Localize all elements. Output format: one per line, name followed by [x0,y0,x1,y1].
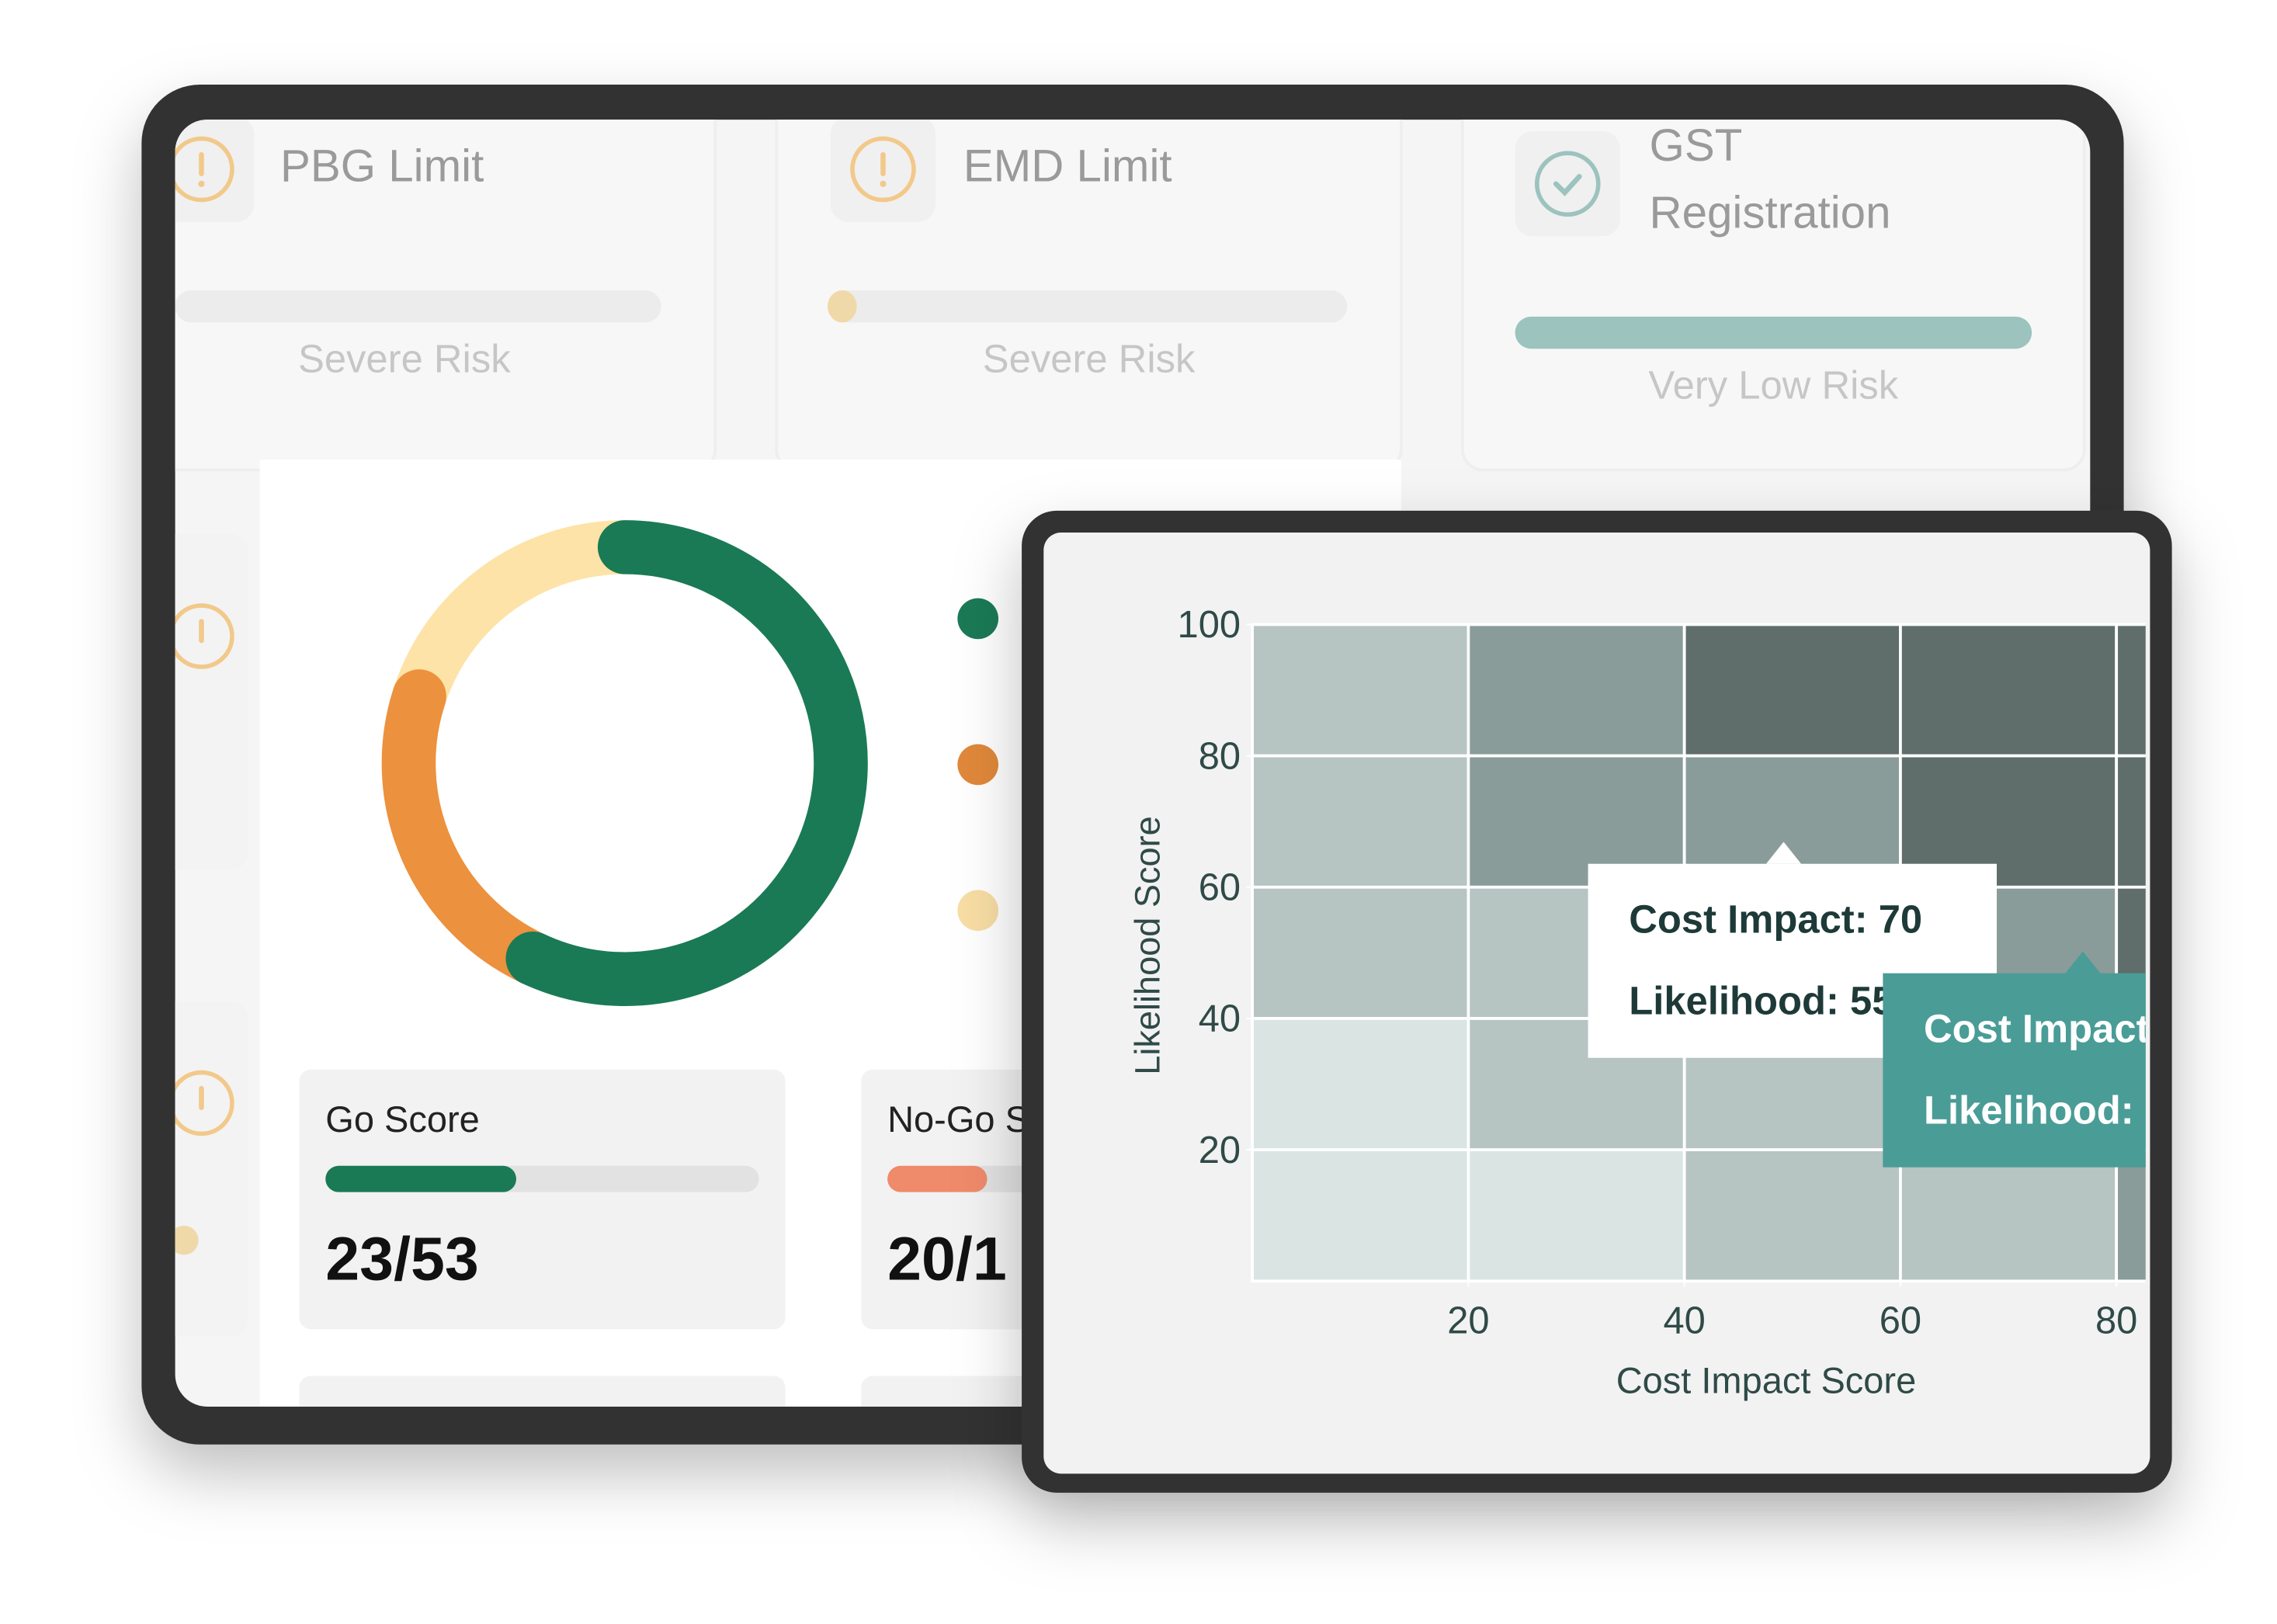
heatmap-cell [1251,1017,1470,1152]
tooltip-arrow [2065,951,2101,973]
side-icon [175,603,234,669]
donut-segment [381,669,561,986]
side-icon [175,1070,234,1136]
status-icon [175,136,234,203]
x-tick-label: 60 [1880,1300,1921,1342]
tooltip-line: Cost Impact [1924,1006,2150,1050]
status-icon [850,136,916,203]
progress-track [828,290,1348,323]
progress-fill [828,290,857,323]
progress-fill [1515,316,2032,349]
y-tick-label: 20 [1199,1130,1241,1171]
icon-box [1515,131,1620,237]
progress-track [175,290,661,323]
status-icon [1534,151,1601,217]
heatmap-cell [1467,623,1686,758]
tooltip [1883,973,2146,1168]
score-label: Go Score [325,1098,479,1140]
score-card [299,1376,786,1407]
score-value: 23/53 [325,1225,479,1293]
y-axis-label: Likelihood Score [1127,816,1167,1074]
exclamation-dot [880,180,887,187]
risk-status: Severe Risk [983,337,1196,381]
heatmap-cell [2115,1148,2146,1283]
tooltip-line: Likelihood: [1924,1088,2134,1133]
score-fill [325,1165,516,1192]
tooltip-line: Likelihood: 55 [1629,979,1893,1023]
score-value: 20/1 [887,1225,1007,1293]
side-card [175,1001,248,1337]
legend-dot [957,890,999,932]
heatmap-cell [1899,1148,2119,1283]
y-tick-label: 60 [1199,866,1241,908]
donut-segment [392,520,652,724]
heatmap-cell [1251,885,1470,1020]
x-tick-label: 80 [2095,1300,2137,1342]
card-title: EMD Limit [963,141,1172,191]
score-card [299,1069,786,1330]
heatmap-cell [1251,754,1470,889]
heatmap-cell [2115,623,2146,758]
card-title: GST [1650,120,1743,171]
card-title: PBG Limit [280,141,484,191]
legend-dot [957,598,999,640]
legend-dot [957,744,999,786]
card-title: Registration [1650,188,1891,238]
heatmap-cell [1899,623,2119,758]
score-fill [887,1165,988,1192]
tooltip-arrow [1765,841,1802,864]
exclamation-dot [198,180,205,187]
heatmap-panel: 20 40 60 80 100 20 40 60 80 Likelihood Score Cost … [1127,604,2150,1400]
heatmap-cell [1682,1148,1902,1283]
heatmap-cell [1251,623,1470,758]
tooltip-line: Cost Impact: 70 [1629,897,1922,941]
heatmap-cell [2115,754,2146,889]
heatmap-cell [1682,623,1902,758]
heatmap-cell [1467,1148,1686,1283]
y-tick-label: 40 [1199,998,1241,1040]
x-axis-label: Cost Impact Score [1616,1359,1917,1400]
heatmap-cell [1251,1148,1470,1283]
y-tick-label: 80 [1199,735,1241,777]
donut-segment [505,520,868,1006]
x-tick-label: 40 [1663,1300,1705,1342]
risk-status: Severe Risk [298,337,511,381]
y-tick-label: 100 [1178,604,1241,646]
side-card [175,533,248,870]
x-tick-label: 20 [1447,1300,1489,1342]
risk-status: Very Low Risk [1649,363,1899,407]
side-dot [175,1225,199,1255]
check-mark [1553,174,1582,196]
